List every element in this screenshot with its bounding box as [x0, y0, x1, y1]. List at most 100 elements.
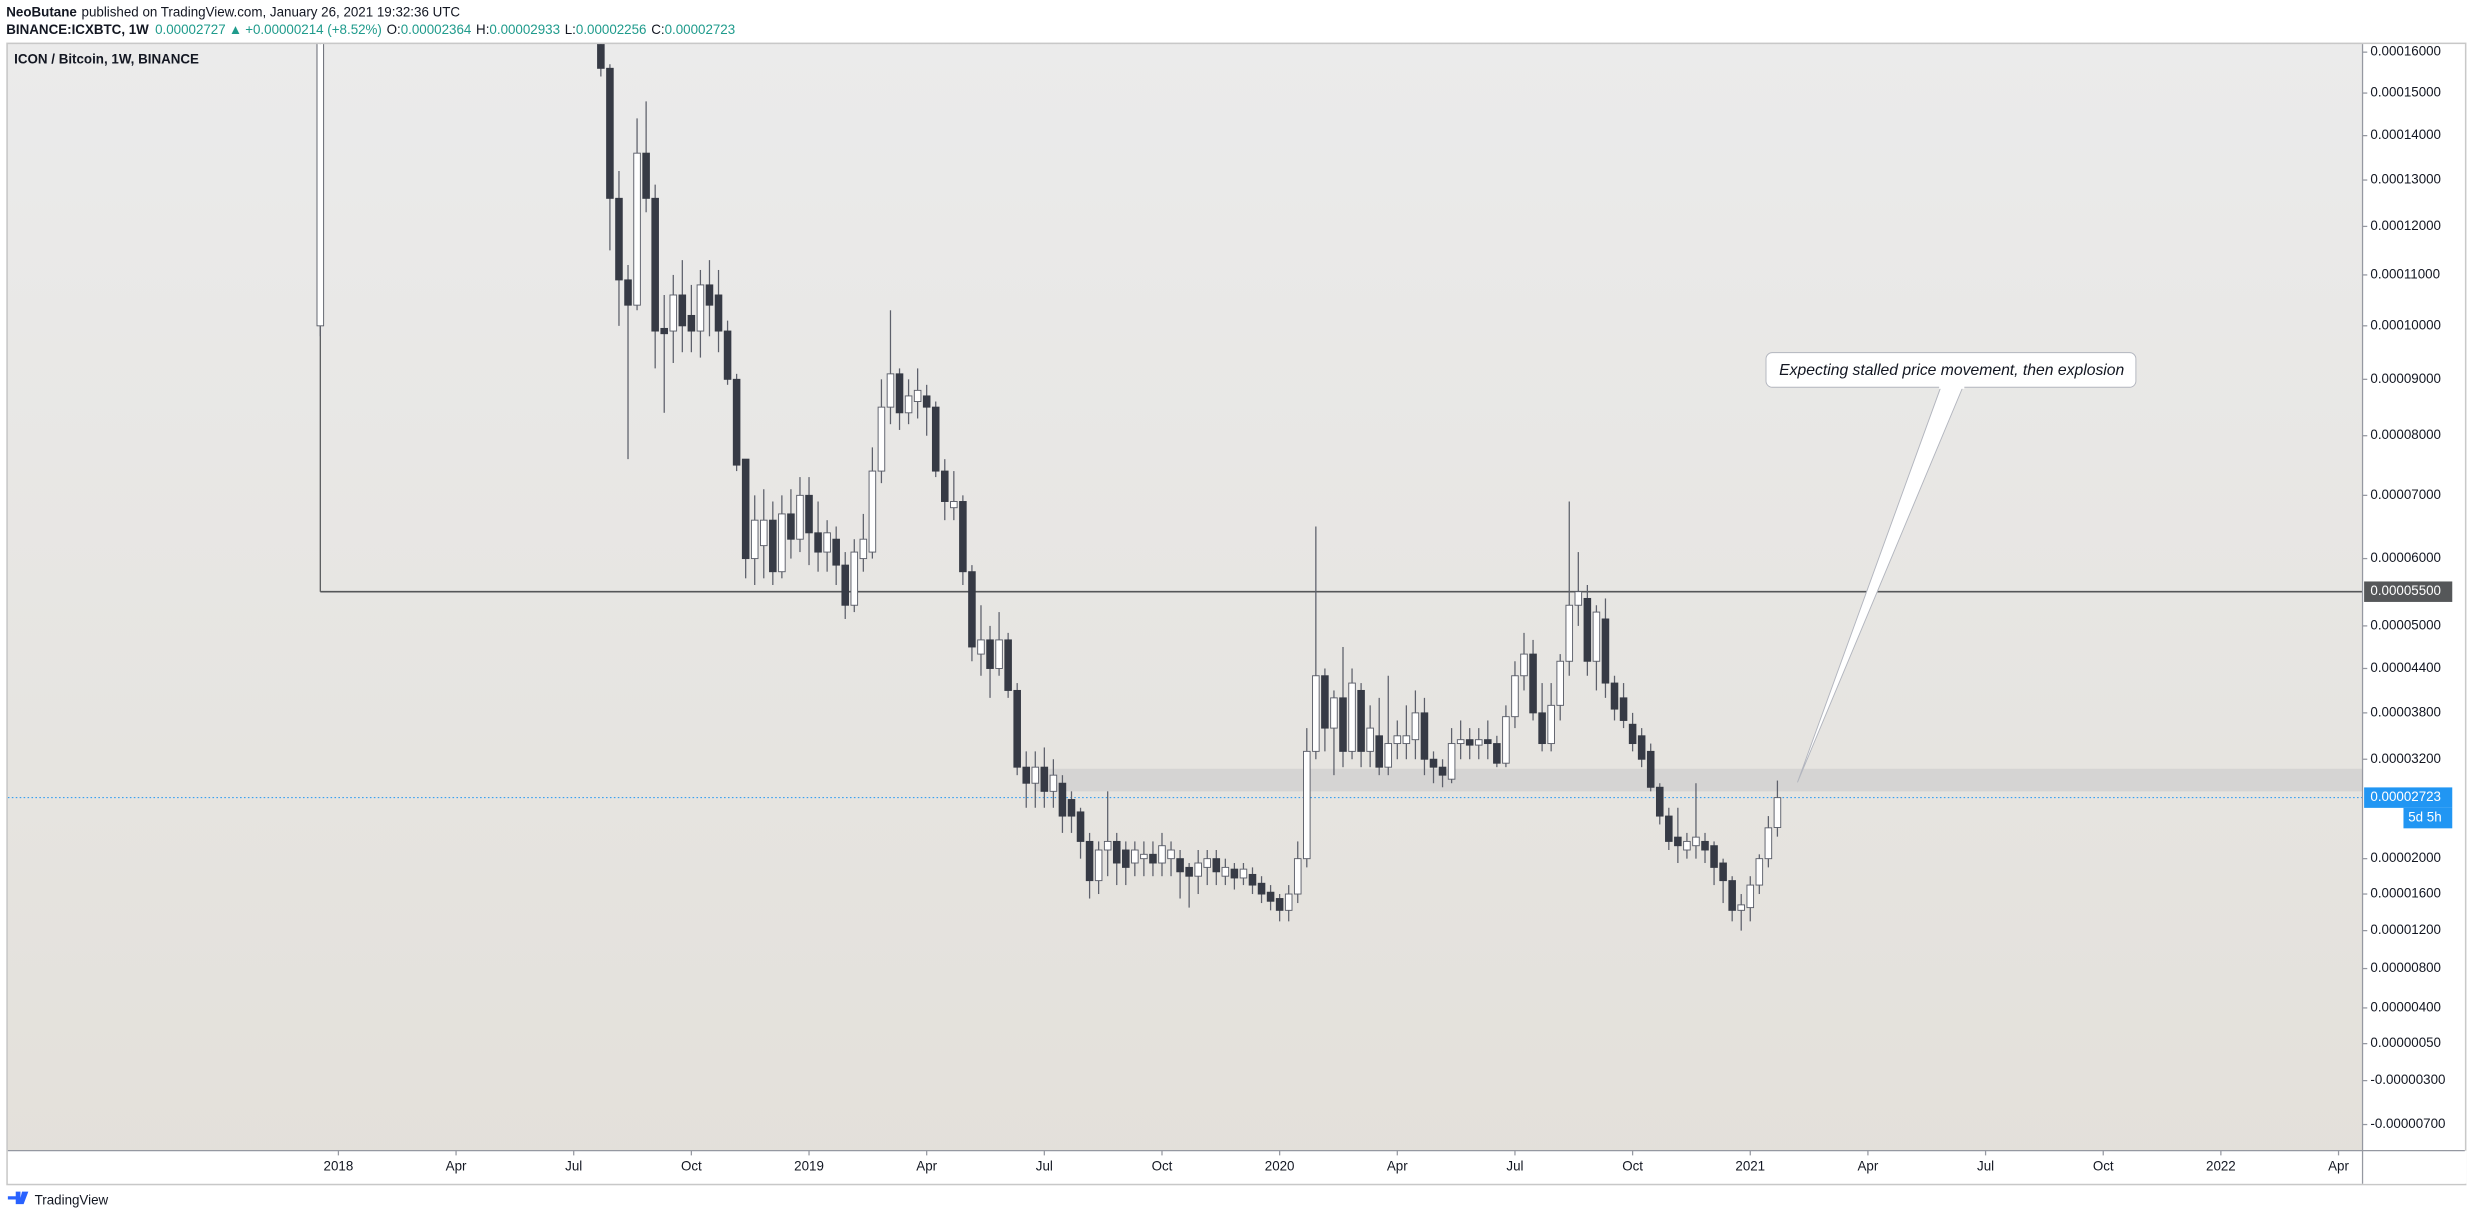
- y-tick-label: 0.00002000: [2370, 850, 2441, 865]
- candle-body: [1719, 862, 1727, 882]
- candle-body: [787, 513, 795, 540]
- candle-body: [1402, 735, 1411, 745]
- candle-body: [1628, 723, 1637, 745]
- candle-body: [1565, 604, 1574, 662]
- candle-body: [895, 373, 904, 414]
- y-tick-label: 0.00001600: [2370, 886, 2441, 901]
- candle-body: [1112, 840, 1121, 864]
- candle-body: [1619, 697, 1628, 721]
- candle-body: [1284, 893, 1293, 911]
- candle-body: [1773, 797, 1782, 828]
- author: NeoButane: [6, 4, 77, 19]
- candle-body: [750, 519, 759, 560]
- y-tick-label: -0.00000300: [2370, 1072, 2445, 1087]
- price-zone: [1035, 768, 2363, 792]
- candle-body: [1375, 735, 1383, 768]
- candle-body: [1755, 858, 1764, 886]
- candle-body: [850, 551, 859, 606]
- candle-body: [1601, 618, 1610, 684]
- candle-body: [1321, 675, 1329, 729]
- candle-body: [1357, 689, 1365, 752]
- y-tick-label: 0.00007000: [2370, 487, 2441, 502]
- candle-body: [1049, 774, 1058, 792]
- candle-body: [1293, 858, 1302, 895]
- ohlc-label: C:: [651, 22, 664, 37]
- level-tag-label: 0.00005500: [2370, 583, 2441, 598]
- ohlc-label: H:: [476, 22, 489, 37]
- brand: TradingView: [35, 1193, 109, 1208]
- candle-body: [1076, 811, 1085, 842]
- candle-body: [922, 395, 931, 408]
- candle-body: [1312, 675, 1320, 752]
- x-tick-label: Oct: [2093, 1159, 2114, 1174]
- candle-body: [1547, 704, 1555, 745]
- candle-body: [1339, 697, 1347, 752]
- x-tick-label: 2022: [2206, 1159, 2236, 1174]
- candle-body: [1067, 799, 1076, 817]
- symbol: BINANCE:ICXBTC, 1W: [6, 22, 149, 37]
- candle-body: [1266, 891, 1275, 902]
- candle-body: [1384, 743, 1393, 768]
- candle-body: [1185, 866, 1193, 877]
- candle-body: [778, 513, 786, 573]
- candle-body: [1520, 653, 1528, 677]
- candle-body: [1167, 849, 1175, 860]
- x-tick-label: Jul: [565, 1159, 582, 1174]
- y-tick-label: 0.00005000: [2370, 617, 2441, 632]
- candle-body: [669, 294, 678, 332]
- ohlc-value: 0.00002364: [401, 22, 472, 37]
- candle-body: [1511, 675, 1519, 718]
- footer: TradingView: [7, 1191, 109, 1208]
- y-tick-label: 0.00013000: [2370, 172, 2441, 187]
- candle-body: [1230, 868, 1239, 879]
- x-tick-label: Jul: [1506, 1159, 1523, 1174]
- candle-body: [316, 44, 325, 327]
- candle-body: [977, 639, 985, 655]
- candle-body: [1103, 840, 1112, 851]
- countdown-label: 5d 5h: [2408, 810, 2441, 825]
- candle-body: [1646, 750, 1655, 788]
- y-tick-label: 0.00004400: [2370, 660, 2441, 675]
- candle-body: [814, 532, 822, 553]
- ohlc-value: 0.00002256: [576, 22, 647, 37]
- chart-title: ICON / Bitcoin, 1W, BINANCE: [14, 51, 199, 66]
- candle-body: [1149, 853, 1157, 864]
- candle-body: [1710, 845, 1718, 868]
- candle-body: [633, 152, 641, 306]
- candle-body: [796, 494, 804, 540]
- candle-body: [1004, 639, 1012, 691]
- candle-body: [678, 294, 687, 327]
- candle-body: [1257, 882, 1266, 895]
- last-price: 0.00002727: [155, 22, 226, 37]
- candle-body: [1692, 836, 1700, 847]
- y-tick-label: 0.00003200: [2370, 751, 2441, 766]
- y-tick-label: 0.00010000: [2370, 317, 2441, 332]
- candle-body: [759, 519, 768, 547]
- candle-body: [660, 327, 668, 335]
- candle-body: [1610, 682, 1619, 710]
- candle-body: [859, 538, 868, 560]
- candle-body: [1484, 739, 1492, 745]
- candle-body: [868, 470, 877, 553]
- candle-body: [769, 519, 777, 573]
- candle-body: [1022, 766, 1031, 784]
- x-tick-label: Apr: [446, 1159, 467, 1174]
- candle-body: [1158, 845, 1166, 864]
- candle-body: [1393, 735, 1402, 745]
- candle-body: [1239, 868, 1248, 879]
- candle-body: [959, 501, 967, 573]
- candle-body: [732, 378, 741, 466]
- candle-body: [1493, 743, 1501, 764]
- candle-body: [1737, 904, 1745, 911]
- candle-body: [1140, 853, 1148, 860]
- candle-body: [1538, 712, 1546, 745]
- time-axis-area: [7, 1150, 2467, 1184]
- candle-body: [1248, 873, 1257, 886]
- candle-body: [1474, 739, 1483, 746]
- candle-body: [1131, 849, 1139, 864]
- x-tick-label: Jul: [1036, 1159, 1053, 1174]
- candle-body: [832, 538, 840, 566]
- x-tick-label: Jul: [1977, 1159, 1994, 1174]
- x-tick-label: Oct: [1622, 1159, 1643, 1174]
- candle-body: [1456, 739, 1465, 745]
